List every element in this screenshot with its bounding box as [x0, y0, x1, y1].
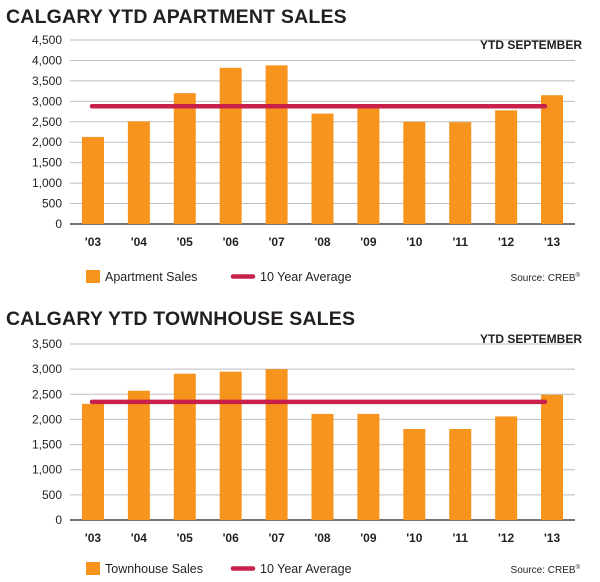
y-tick-label: 500 [42, 197, 62, 211]
apartment-sales-chart: 0 500 1,000 1,500 2,000 2,500 3,000 3,500 4,000 4… [32, 33, 582, 284]
y-tick-label: 1,500 [32, 438, 62, 452]
x-tick-label: '09 [360, 531, 377, 545]
bar [219, 67, 242, 224]
source-label: Source: CREB® [511, 564, 581, 576]
bar [81, 136, 104, 224]
y-tick-label: 0 [55, 513, 62, 527]
x-tick-label: '09 [360, 235, 377, 249]
bar [403, 121, 426, 224]
x-tick-label: '05 [177, 235, 194, 249]
legend-label-sales: Townhouse Sales [105, 562, 203, 576]
x-tick-label: '03 [85, 531, 102, 545]
bar [173, 93, 196, 225]
x-tick-label: '12 [498, 531, 515, 545]
x-tick-label: '06 [223, 235, 240, 249]
x-tick-label: '10 [406, 235, 423, 249]
source-text: Source: CREB [511, 273, 576, 284]
x-tick-label: '07 [268, 235, 285, 249]
source-text: Source: CREB [511, 565, 576, 576]
y-tick-label: 4,000 [32, 53, 62, 67]
y-tick-label: 1,000 [32, 176, 62, 190]
legend-label-average: 10 Year Average [260, 562, 352, 576]
bar [127, 390, 150, 520]
bar [495, 416, 518, 520]
y-tick-label: 2,000 [32, 135, 62, 149]
x-tick-label: '06 [223, 531, 240, 545]
bar [449, 428, 472, 520]
y-tick-label: 1,000 [32, 463, 62, 477]
bar [403, 428, 426, 520]
bar [311, 113, 334, 224]
source-label: Source: CREB® [511, 272, 581, 284]
y-tick-label: 3,500 [32, 74, 62, 88]
bar [219, 371, 242, 520]
bar [357, 413, 380, 520]
y-tick-label: 4,500 [32, 33, 62, 47]
bar [311, 413, 334, 520]
y-tick-label: 0 [55, 217, 62, 231]
x-tick-label: '13 [544, 531, 561, 545]
bar [541, 95, 564, 224]
bar [127, 121, 150, 224]
y-tick-label: 2,500 [32, 115, 62, 129]
legend-label-sales: Apartment Sales [105, 270, 197, 284]
x-tick-label: '07 [268, 531, 285, 545]
x-tick-label: '13 [544, 235, 561, 249]
x-tick-label: '11 [452, 235, 468, 249]
x-tick-label: '11 [452, 531, 468, 545]
x-tick-label: '04 [131, 531, 148, 545]
y-tick-label: 2,500 [32, 387, 62, 401]
y-tick-label: 1,500 [32, 156, 62, 170]
x-tick-label: '12 [498, 235, 515, 249]
x-tick-label: '03 [85, 235, 102, 249]
bar [81, 403, 104, 520]
x-tick-label: '04 [131, 235, 148, 249]
registered-mark: ® [576, 272, 581, 279]
x-tick-label: '08 [314, 531, 331, 545]
y-tick-label: 2,000 [32, 412, 62, 426]
y-tick-label: 500 [42, 488, 62, 502]
bar [495, 110, 518, 224]
townhouse-chart-title: CALGARY YTD TOWNHOUSE SALES [6, 308, 356, 330]
registered-mark: ® [576, 564, 581, 571]
y-tick-label: 3,000 [32, 362, 62, 376]
y-tick-label: 3,500 [32, 337, 62, 351]
period-label: YTD SEPTEMBER [480, 38, 582, 52]
x-tick-label: '08 [314, 235, 331, 249]
period-label: YTD SEPTEMBER [480, 332, 582, 346]
y-tick-label: 3,000 [32, 94, 62, 108]
bar [265, 65, 288, 225]
legend-swatch-sales [86, 270, 100, 283]
apartment-chart-title: CALGARY YTD APARTMENT SALES [6, 6, 347, 28]
x-tick-label: '05 [177, 531, 194, 545]
x-tick-label: '10 [406, 531, 423, 545]
legend-swatch-sales [86, 562, 100, 575]
bar [173, 373, 196, 520]
bar [357, 107, 380, 224]
legend-label-average: 10 Year Average [260, 270, 352, 284]
townhouse-sales-chart: 0 500 1,000 1,500 2,000 2,500 3,000 3,500 YTD SE… [32, 332, 582, 576]
bar [449, 122, 472, 224]
bar [265, 369, 288, 520]
bar [541, 394, 564, 520]
